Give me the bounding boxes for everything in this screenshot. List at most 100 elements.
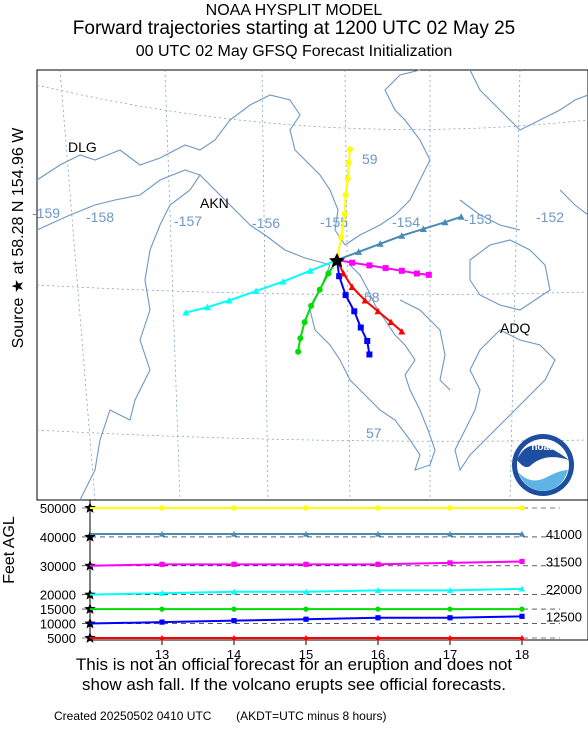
trajectory-point xyxy=(441,218,449,226)
place-label-akn: AKN xyxy=(200,195,229,211)
disclaimer-line-1: This is not an official forecast for an … xyxy=(75,655,513,674)
trajectory-point xyxy=(398,267,405,274)
trajectory-point xyxy=(342,192,349,199)
height-point xyxy=(302,588,310,595)
trajectory-point xyxy=(339,270,347,277)
height-point xyxy=(447,615,453,621)
trajectory-point xyxy=(344,176,351,182)
trajectory-point xyxy=(366,262,373,269)
height-series xyxy=(89,505,526,641)
height-point xyxy=(447,606,453,612)
trajectory-point xyxy=(345,159,352,166)
height-tick-label: 15000 xyxy=(40,602,76,617)
longitude-label: -156 xyxy=(252,215,280,231)
trajectory-point xyxy=(419,225,427,232)
height-point xyxy=(446,634,454,641)
forecast-init-subtitle: 00 UTC 02 May GFSQ Forecast Initializati… xyxy=(135,43,453,60)
latitude-label: 58 xyxy=(364,289,380,305)
height-point xyxy=(303,616,309,622)
height-tick-label: 50000 xyxy=(40,501,76,516)
height-right-label: 22000 xyxy=(546,582,582,597)
start-height-star-icon xyxy=(84,530,96,542)
footer: Created 20250502 0410 UTC (AKDT=UTC minu… xyxy=(54,709,387,723)
trajectory-point xyxy=(413,270,420,277)
coastline xyxy=(36,69,588,501)
height-point xyxy=(230,530,238,537)
longitude-label: -158 xyxy=(86,209,114,225)
trajectory-point xyxy=(295,348,302,355)
trajectory-point xyxy=(325,270,332,277)
trajectory-point xyxy=(457,213,465,220)
place-label-adq: ADQ xyxy=(500,320,530,336)
source-star-icon xyxy=(329,253,345,268)
time-tick-label: 18 xyxy=(515,647,529,662)
map-panel: DLG AKN ADQ -159 -158 -157 -156 -155 -154 -153 -15… xyxy=(32,69,588,501)
trajectory-point xyxy=(306,267,314,274)
height-point xyxy=(519,505,525,511)
trajectory-point xyxy=(308,302,315,309)
height-point xyxy=(159,619,165,625)
noaa-logo: noaa xyxy=(512,434,574,496)
trajectory-point xyxy=(342,292,349,299)
height-point xyxy=(447,560,453,566)
height-point xyxy=(519,606,525,612)
height-point xyxy=(375,505,381,511)
trajectory-point xyxy=(316,286,323,293)
height-point xyxy=(375,561,381,567)
trajectory-point xyxy=(348,283,356,290)
height-point xyxy=(446,587,454,593)
height-right-label: 31500 xyxy=(546,554,582,569)
height-point xyxy=(302,634,310,641)
trajectory-point xyxy=(336,273,343,280)
height-point xyxy=(518,530,526,537)
place-label-dlg: DLG xyxy=(68,139,97,155)
trajectory-point xyxy=(351,308,358,315)
longitude-label: -153 xyxy=(464,211,492,227)
height-point xyxy=(158,634,166,641)
height-point xyxy=(158,590,166,596)
height-point xyxy=(303,505,309,511)
height-point xyxy=(519,613,525,619)
height-point xyxy=(231,505,237,511)
height-point xyxy=(159,505,165,511)
trajectory-point xyxy=(341,211,348,218)
model-title: NOAA HYSPLIT MODEL xyxy=(205,2,383,19)
latitude-label: 59 xyxy=(362,151,378,167)
trajectory-point xyxy=(398,232,406,239)
height-point xyxy=(159,561,165,567)
height-right-label: 12500 xyxy=(546,609,582,624)
height-point xyxy=(230,588,238,595)
height-point xyxy=(303,561,309,567)
height-point xyxy=(231,606,237,612)
height-point xyxy=(159,606,165,612)
trajectory-point xyxy=(182,309,190,316)
trajectory-point xyxy=(349,259,356,266)
height-right-label: 41000 xyxy=(546,527,582,542)
trajectory-point xyxy=(425,271,432,278)
height-point xyxy=(375,615,381,621)
height-tick-label: 30000 xyxy=(40,559,76,574)
longitude-label: -154 xyxy=(392,214,420,230)
trajectory-point xyxy=(364,338,371,344)
trajectory-point xyxy=(376,240,384,247)
trajectory-point xyxy=(382,265,389,272)
height-point xyxy=(374,587,382,593)
height-point xyxy=(518,634,526,641)
trajectory-point xyxy=(346,146,353,153)
height-tick-label: 5000 xyxy=(47,631,76,646)
trajectory-point xyxy=(366,351,373,358)
map-labels: DLG AKN ADQ -159 -158 -157 -156 -155 -154 -153 -15… xyxy=(32,139,564,441)
time-tick-label: 16 xyxy=(371,647,385,662)
trajectory-title: Forward trajectories starting at 1200 UT… xyxy=(72,18,516,39)
height-point xyxy=(519,558,525,565)
time-tick-label: 17 xyxy=(443,647,457,662)
trajectory-point xyxy=(355,248,363,255)
trajectory-point xyxy=(203,303,211,311)
height-tick-label: 40000 xyxy=(40,530,76,545)
longitude-label: -155 xyxy=(320,214,348,230)
trajectory-point xyxy=(279,278,287,285)
disclaimer-text: This is not an official forecast for an … xyxy=(0,655,588,695)
time-tick-label: 14 xyxy=(227,647,241,662)
